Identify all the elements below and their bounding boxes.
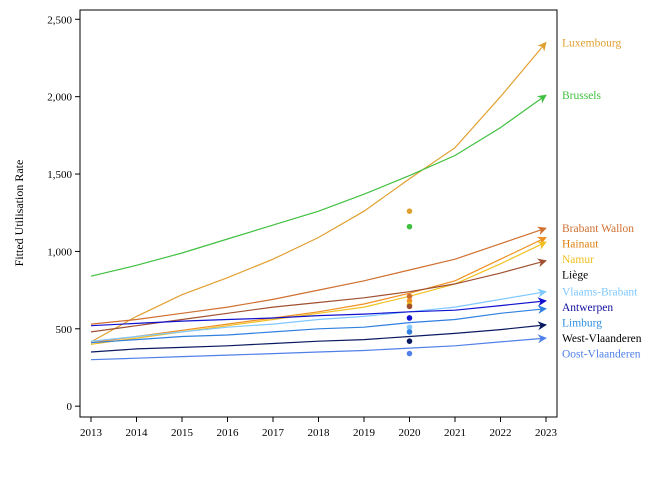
data-point-2020 [406,208,413,214]
data-point-2020 [406,303,413,310]
series-label: West-Vlaanderen [562,333,642,345]
series-label: Brabant Wallon [562,223,634,235]
data-point-2020 [406,329,413,335]
y-axis: 0 500 1,000 1,500 2,000 2,500 [47,14,80,413]
x-tick-label: 2014 [126,427,149,439]
plot-frame [79,9,558,418]
x-tick-label: 2020 [399,427,422,439]
x-tick-label: 2022 [490,427,512,439]
series-label: Hainaut [562,239,599,251]
y-tick-label: 500 [56,324,73,336]
series-line [90,236,547,344]
series-labels: Luxembourg Brussels Brabant Wallon Hainaut N… [562,38,642,361]
series-label: Antwerpen [562,302,613,314]
x-tick-label: 2023 [535,427,558,439]
series-line [90,288,547,342]
series-line [90,94,547,277]
data-point-2020 [406,223,413,230]
series-label: Namur [562,254,594,266]
series-line [90,334,547,361]
data-point-2020 [406,324,413,331]
series-label: Oost-Vlaanderen [562,349,641,361]
y-tick-label: 0 [67,401,73,413]
y-tick-label: 2,500 [47,14,72,26]
series-line [90,297,547,327]
data-point-2020 [406,350,413,357]
x-tick-label: 2016 [217,427,240,439]
x-tick-label: 2019 [353,427,376,439]
series-line [90,305,547,344]
x-tick-label: 2018 [308,427,331,439]
series-label: Brussels [562,90,602,102]
data-point-2020 [406,293,413,300]
x-tick-label: 2015 [171,427,194,439]
y-tick-label: 1,000 [47,246,72,258]
y-tick-label: 1,500 [47,169,72,181]
y-axis-title: Fitted Utilisation Rate [12,160,26,267]
x-tick-label: 2017 [262,427,285,439]
data-point-2020 [406,338,413,344]
series-line [90,226,547,325]
series-label: Limburg [562,318,602,330]
series-line [90,41,547,343]
series-label: Vlaams-Brabant [562,287,638,299]
series-line [90,258,547,333]
x-axis: 2013 2014 2015 2016 2017 2018 2019 2020 2021 2022… [80,417,558,439]
series-lines [90,41,547,361]
data-point-2020 [406,298,413,304]
series-label: Liège [562,270,588,282]
x-tick-label: 2013 [80,427,103,439]
data-point-2020 [406,315,413,321]
y-tick-label: 2,000 [47,92,72,104]
x-tick-label: 2021 [444,427,466,439]
series-points-2020 [406,208,413,357]
series-line [90,321,547,353]
series-label: Luxembourg [562,38,621,50]
